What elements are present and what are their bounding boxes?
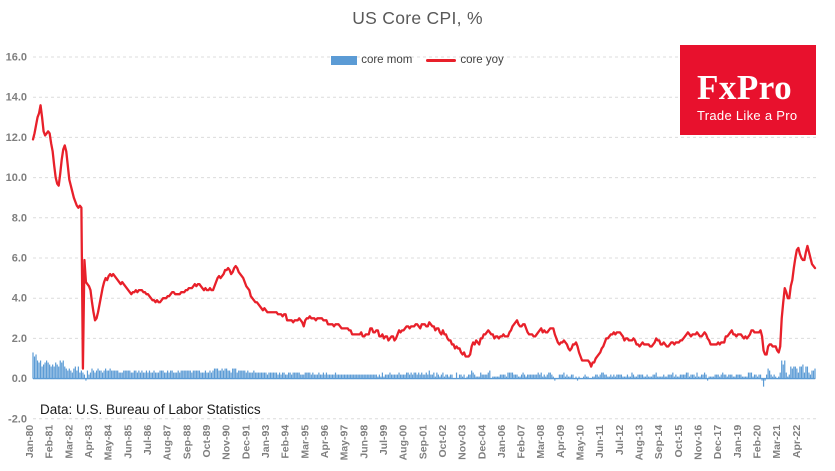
- svg-text:Apr-96: Apr-96: [319, 425, 331, 458]
- svg-text:Aug-00: Aug-00: [398, 425, 410, 461]
- svg-text:4.0: 4.0: [12, 293, 27, 305]
- svg-text:2.0: 2.0: [12, 333, 27, 345]
- svg-text:Apr-09: Apr-09: [555, 425, 567, 458]
- svg-text:6.0: 6.0: [12, 253, 27, 265]
- svg-text:Mar-21: Mar-21: [771, 425, 783, 459]
- svg-text:16.0: 16.0: [6, 52, 27, 64]
- svg-text:Jun-11: Jun-11: [594, 425, 606, 458]
- data-source-note: Data: U.S. Bureau of Labor Statistics: [40, 402, 261, 417]
- svg-text:May-84: May-84: [103, 425, 115, 461]
- svg-text:Aug-13: Aug-13: [634, 425, 646, 461]
- svg-text:Jan-93: Jan-93: [260, 425, 272, 458]
- svg-text:Dec-04: Dec-04: [476, 425, 488, 460]
- svg-text:Mar-82: Mar-82: [63, 425, 75, 459]
- svg-text:Sep-88: Sep-88: [181, 425, 193, 460]
- legend-item-core-yoy: core yoy: [426, 54, 504, 66]
- chart-legend: core mom core yoy: [0, 54, 835, 66]
- svg-text:-2.0: -2.0: [8, 413, 27, 425]
- svg-text:Apr-83: Apr-83: [83, 425, 95, 458]
- legend-item-core-mom: core mom: [331, 54, 412, 66]
- legend-label-core-mom: core mom: [361, 54, 413, 66]
- svg-text:14.0: 14.0: [6, 92, 27, 104]
- fxpro-brand-text: FxPro: [697, 68, 793, 107]
- svg-text:Dec-91: Dec-91: [240, 425, 252, 460]
- fxpro-logo: FxPro Trade Like a Pro: [680, 45, 816, 135]
- svg-text:Dec-17: Dec-17: [712, 425, 724, 460]
- svg-text:Feb-20: Feb-20: [752, 425, 764, 459]
- svg-text:Oct-15: Oct-15: [673, 425, 685, 458]
- svg-text:Nov-90: Nov-90: [221, 425, 233, 460]
- svg-text:Mar-95: Mar-95: [299, 425, 311, 459]
- svg-text:8.0: 8.0: [12, 212, 27, 224]
- svg-text:Jul-86: Jul-86: [142, 425, 154, 456]
- core-yoy-swatch-icon: [426, 58, 457, 62]
- svg-text:Oct-02: Oct-02: [437, 425, 449, 458]
- svg-text:Feb-94: Feb-94: [280, 425, 292, 459]
- svg-text:Sep-01: Sep-01: [417, 425, 429, 460]
- svg-text:Nov-16: Nov-16: [693, 425, 705, 460]
- svg-text:12.0: 12.0: [6, 132, 27, 144]
- svg-text:Apr-22: Apr-22: [791, 425, 803, 458]
- svg-text:Jun-85: Jun-85: [122, 425, 134, 459]
- svg-text:Oct-89: Oct-89: [201, 425, 213, 458]
- svg-text:10.0: 10.0: [6, 172, 27, 184]
- svg-text:May-97: May-97: [339, 425, 351, 461]
- svg-text:0.0: 0.0: [12, 373, 27, 385]
- svg-text:Jun-98: Jun-98: [358, 425, 370, 459]
- svg-text:Feb-81: Feb-81: [44, 425, 56, 459]
- svg-text:Nov-03: Nov-03: [457, 425, 469, 460]
- core-mom-swatch-icon: [331, 55, 358, 65]
- svg-text:May-10: May-10: [575, 425, 587, 461]
- svg-text:Jan-06: Jan-06: [496, 425, 508, 458]
- chart-title: US Core CPI, %: [352, 8, 483, 28]
- svg-text:Jul-12: Jul-12: [614, 425, 626, 456]
- svg-text:Aug-87: Aug-87: [162, 425, 174, 461]
- svg-text:Feb-07: Feb-07: [516, 425, 528, 459]
- svg-text:Jul-99: Jul-99: [378, 425, 390, 456]
- svg-text:Sep-14: Sep-14: [653, 425, 665, 460]
- svg-text:Mar-08: Mar-08: [535, 425, 547, 459]
- svg-text:Jan-19: Jan-19: [732, 425, 744, 458]
- svg-text:Jan-80: Jan-80: [24, 425, 36, 458]
- legend-label-core-yoy: core yoy: [460, 54, 504, 66]
- fxpro-tagline-text: Trade Like a Pro: [697, 108, 798, 123]
